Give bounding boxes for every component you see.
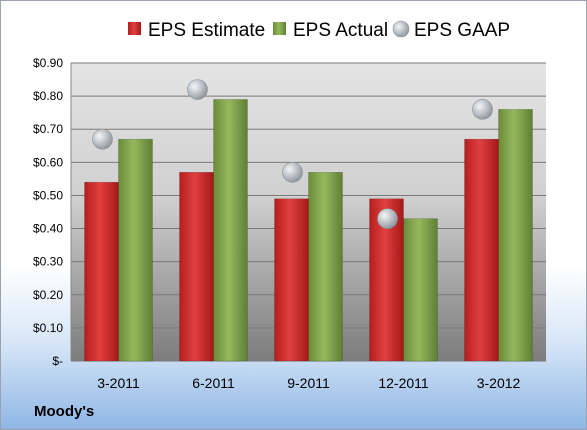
legend-label-eps-estimate: EPS Estimate — [148, 20, 265, 41]
bar-eps-actual — [308, 172, 343, 362]
bar-eps-actual — [213, 99, 248, 362]
y-tick-label: $0.40 — [33, 222, 63, 236]
bars — [84, 99, 533, 362]
y-tick-label: $0.60 — [33, 155, 63, 169]
legend-swatch-eps-actual — [273, 22, 286, 35]
legend-label-eps-gaap: EPS GAAP — [414, 20, 510, 41]
bar-eps-actual — [403, 218, 438, 362]
legend-swatch-eps-gaap — [392, 20, 410, 38]
y-tick-label: $0.70 — [33, 122, 63, 136]
y-tick-label: $0.20 — [33, 288, 63, 302]
chart-legend: EPS Estimate EPS Actual EPS GAAP — [128, 20, 510, 41]
marker-eps-gaap — [282, 161, 303, 183]
y-tick-label: $0.80 — [33, 89, 63, 103]
bar-eps-estimate — [274, 198, 309, 362]
x-tick-label: 3-2011 — [97, 375, 140, 391]
marker-eps-gaap — [187, 79, 208, 100]
y-axis: $- $0.10 $0.20 $0.30 $0.40 $0.50 $0.60 $0.70 $0.… — [33, 56, 72, 368]
gaap-markers — [92, 79, 493, 229]
bar-eps-estimate — [179, 172, 214, 362]
y-tick-label: $0.50 — [33, 188, 63, 202]
x-tick-label: 3-2012 — [477, 375, 521, 391]
bar-eps-actual — [118, 138, 153, 362]
bar-eps-estimate — [84, 181, 119, 362]
source-label: Moody's — [34, 403, 95, 420]
y-tick-label: $0.10 — [33, 321, 63, 335]
legend-swatch-eps-estimate — [128, 22, 141, 35]
marker-eps-gaap — [377, 208, 398, 229]
y-tick-label: $0.30 — [33, 255, 63, 269]
x-tick-label: 6-2011 — [192, 375, 235, 391]
x-axis: 3-2011 6-2011 9-2011 12-2011 3-2012 — [97, 375, 520, 391]
x-tick-label: 12-2011 — [378, 375, 429, 391]
bar-eps-actual — [498, 109, 533, 362]
marker-eps-gaap — [472, 99, 493, 120]
marker-eps-gaap — [92, 128, 113, 150]
y-tick-label: $0.90 — [33, 56, 63, 70]
y-tick-label: $- — [52, 354, 63, 368]
legend-label-eps-actual: EPS Actual — [293, 20, 388, 41]
x-tick-label: 9-2011 — [287, 375, 330, 391]
bar-eps-estimate — [464, 138, 499, 362]
